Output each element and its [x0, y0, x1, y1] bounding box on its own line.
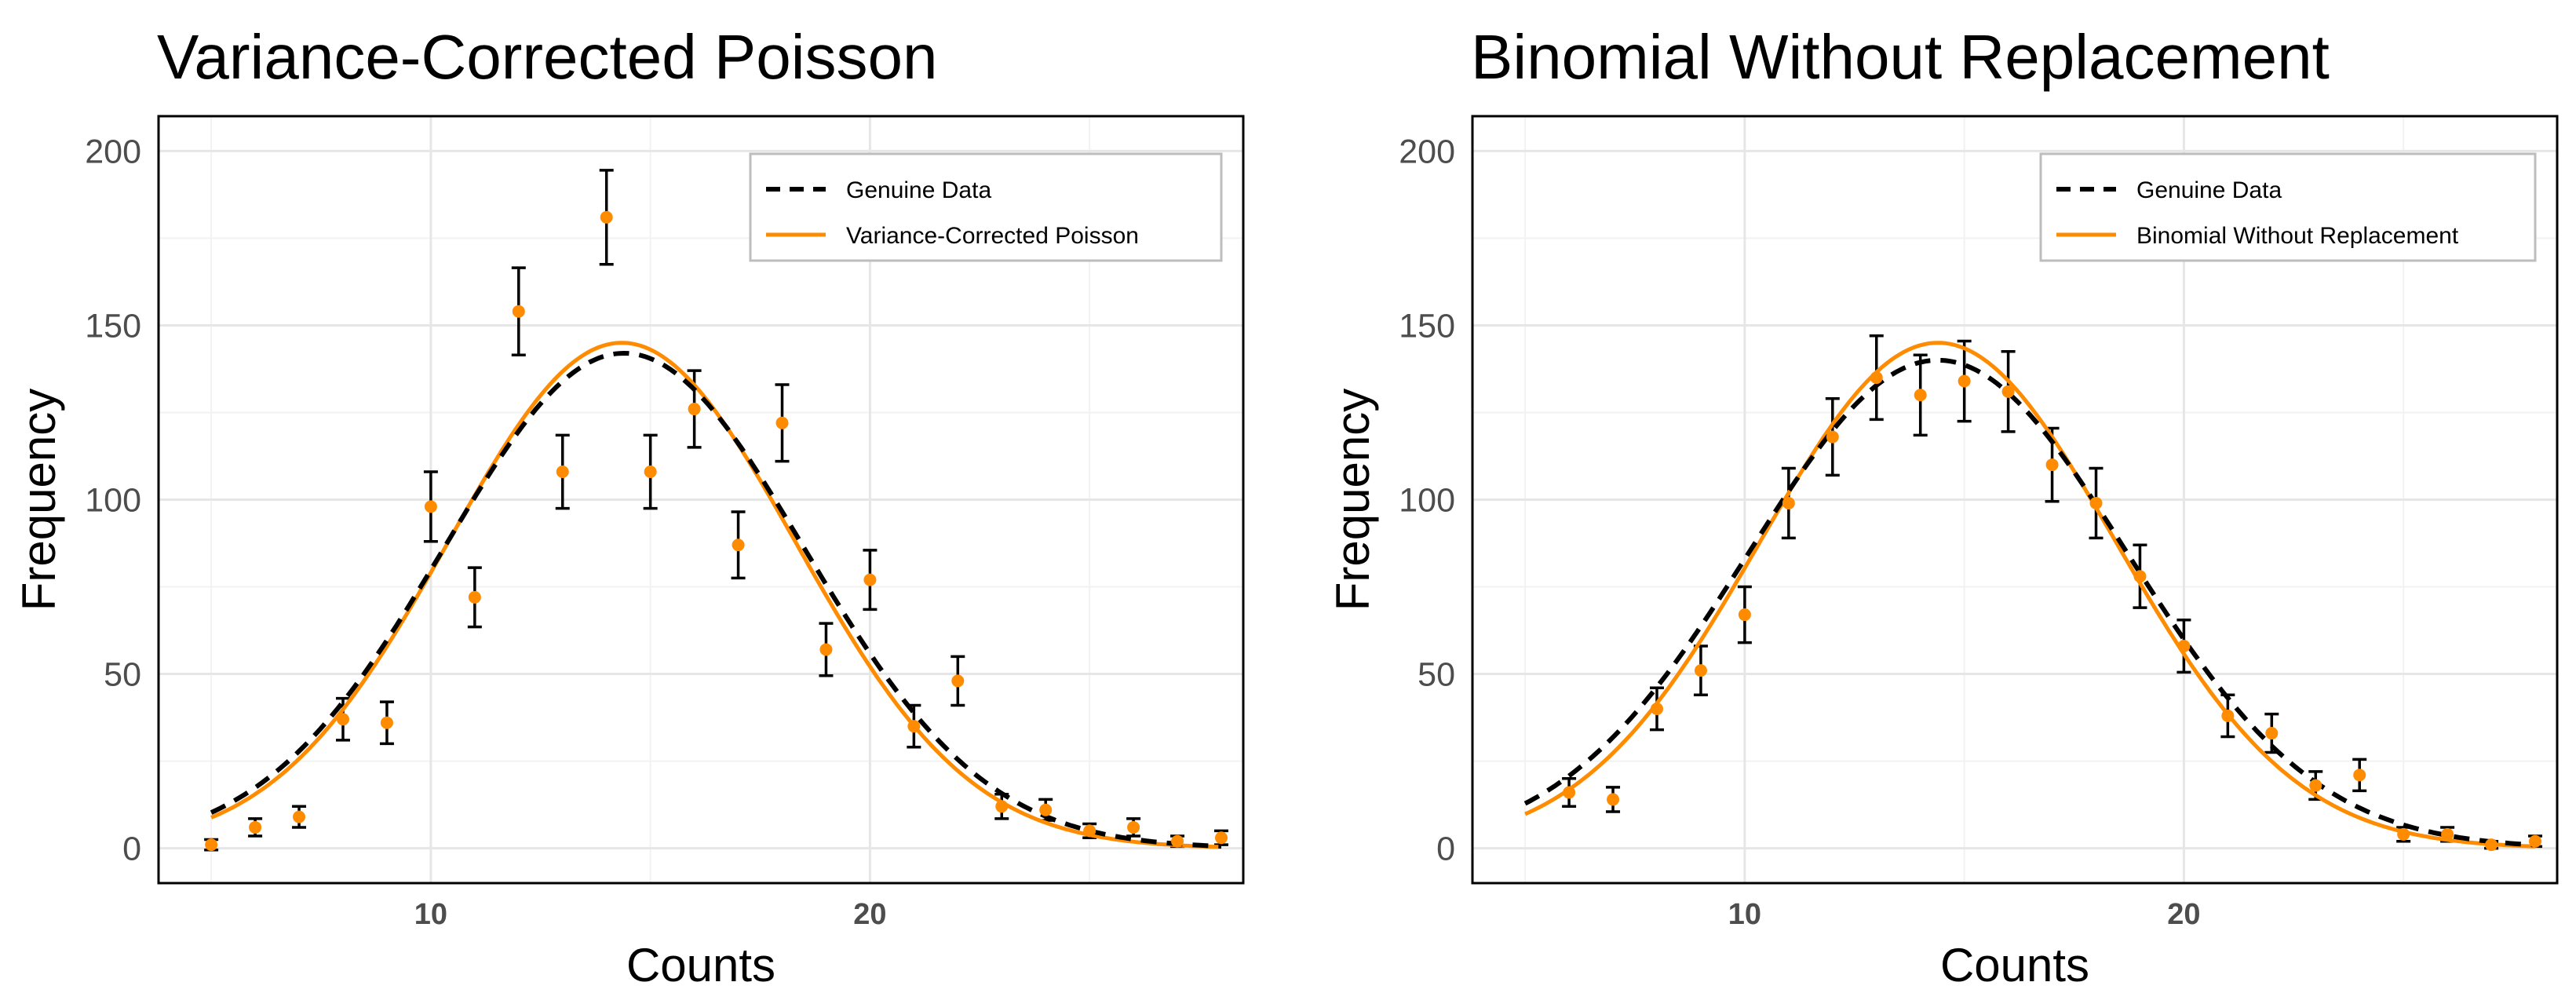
data-point: [1650, 702, 1663, 715]
data-point: [468, 590, 481, 604]
data-point: [1870, 371, 1883, 385]
data-point: [2397, 827, 2410, 841]
legend-box: [2039, 152, 2537, 262]
legend-box: [749, 152, 1223, 262]
data-point: [995, 800, 1009, 813]
data-point: [556, 465, 569, 478]
genuine-data-curve: [1523, 357, 2536, 848]
data-point: [2441, 827, 2454, 841]
data-point: [2045, 458, 2059, 472]
grid: [1472, 116, 2557, 883]
model-fit-curve: [210, 341, 1222, 849]
data-point: [424, 500, 437, 513]
x-axis-label: Counts: [626, 939, 775, 991]
y-axis-label: Frequency: [13, 389, 65, 611]
data-point: [512, 305, 525, 318]
data-point: [2001, 385, 2015, 398]
data-point: [336, 713, 349, 726]
y-tick-label: 100: [85, 482, 141, 520]
y-tick-label: 200: [1399, 133, 1455, 170]
y-tick-label: 50: [1418, 656, 1455, 694]
data-point: [819, 643, 833, 656]
data-point: [1039, 803, 1053, 816]
data-point: [1782, 496, 1795, 509]
y-tick-label: 150: [1399, 307, 1455, 345]
y-axis-label: Frequency: [1326, 389, 1379, 611]
chart-title: Binomial Without Replacement: [1471, 22, 2330, 92]
data-point: [1171, 834, 1184, 848]
data-point: [1958, 374, 1971, 388]
chart-panel-variance-corrected-poisson: Variance-Corrected Poisson Counts Freque…: [13, 22, 1245, 991]
data-point: [907, 720, 921, 733]
data-point: [1694, 664, 1707, 677]
data-point: [380, 716, 393, 729]
model-fit-curve: [1524, 341, 2536, 849]
legend-label: Variance-Corrected Poisson: [846, 223, 1139, 249]
y-tick-label: 200: [85, 133, 141, 170]
data-point: [2133, 570, 2147, 583]
x-tick-label: 10: [414, 898, 447, 931]
data-point: [249, 820, 262, 834]
data-point: [1738, 608, 1751, 622]
y-tick-label: 100: [1399, 482, 1455, 520]
data-point: [293, 810, 306, 823]
x-axis-label: Counts: [1940, 939, 2089, 991]
data-point: [2221, 709, 2235, 722]
genuine-data-curve: [210, 350, 1222, 849]
plot-border: [1471, 115, 2559, 885]
data-point: [205, 838, 218, 852]
x-tick-label: 20: [2167, 898, 2200, 931]
data-point: [2177, 640, 2191, 653]
chart-title: Variance-Corrected Poisson: [157, 22, 938, 92]
data-point: [732, 539, 745, 552]
legend-label: Genuine Data: [2136, 177, 2282, 203]
legend-label: Genuine Data: [846, 177, 991, 203]
data-point: [2089, 496, 2103, 509]
plot-border: [157, 115, 1245, 885]
legend: Genuine Data Variance-Corrected Poisson: [749, 152, 1223, 262]
data-point: [1563, 786, 1576, 799]
y-tick-label: 0: [1436, 831, 1455, 868]
data-point: [688, 403, 701, 416]
data-point: [2529, 834, 2542, 848]
legend-label: Binomial Without Replacement: [2136, 223, 2459, 249]
x-tick-label: 20: [853, 898, 886, 931]
data-point: [2309, 779, 2322, 792]
data-point: [2485, 838, 2498, 852]
data-point: [2353, 769, 2366, 782]
x-tick-label: 10: [1728, 898, 1761, 931]
data-point: [1607, 793, 1620, 806]
data-point: [600, 210, 613, 224]
data-point: [1083, 824, 1096, 838]
data-point: [1215, 831, 1228, 845]
data-point: [1826, 430, 1839, 444]
data-point: [2265, 727, 2279, 740]
y-tick-label: 50: [104, 656, 141, 694]
y-tick-label: 0: [122, 831, 141, 868]
legend: Genuine Data Binomial Without Replacement: [2039, 152, 2537, 262]
chart-panel-binomial-without-replacement: Binomial Without Replacement Counts Freq…: [1326, 22, 2559, 991]
data-point: [1127, 820, 1140, 834]
data-point: [644, 465, 657, 478]
data-point: [1914, 389, 1927, 402]
data-point: [951, 674, 965, 688]
y-tick-label: 150: [85, 307, 141, 345]
data-point: [863, 573, 877, 586]
data-point: [775, 416, 789, 429]
